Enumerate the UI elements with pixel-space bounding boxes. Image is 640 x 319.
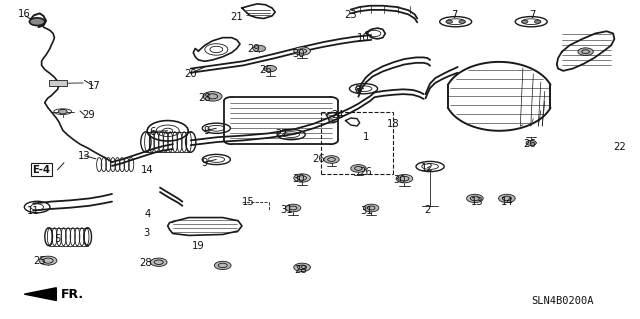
Text: 11: 11	[27, 205, 40, 216]
Circle shape	[534, 20, 541, 23]
Text: 1: 1	[363, 131, 369, 142]
Text: 4: 4	[144, 209, 150, 219]
Circle shape	[522, 20, 528, 23]
Text: 9: 9	[204, 126, 210, 136]
Circle shape	[467, 194, 483, 203]
Text: 30: 30	[292, 48, 305, 59]
Circle shape	[58, 109, 67, 114]
Circle shape	[446, 20, 452, 23]
Text: 5: 5	[54, 234, 61, 244]
Circle shape	[39, 256, 57, 265]
Circle shape	[294, 47, 310, 55]
Text: 28: 28	[140, 258, 152, 268]
Text: 31: 31	[360, 205, 372, 216]
Polygon shape	[24, 288, 56, 300]
Text: 3: 3	[143, 228, 149, 238]
Circle shape	[203, 92, 222, 101]
Text: 28: 28	[198, 93, 211, 103]
Text: 25: 25	[33, 256, 46, 266]
Text: FR.: FR.	[61, 288, 84, 300]
Text: 17: 17	[88, 81, 101, 91]
Text: 29: 29	[248, 44, 260, 55]
Text: 27: 27	[275, 129, 288, 139]
Circle shape	[29, 18, 45, 26]
Text: SLN4B0200A: SLN4B0200A	[531, 296, 594, 307]
Circle shape	[351, 165, 366, 172]
Text: 26: 26	[524, 139, 536, 149]
Text: 12: 12	[421, 163, 434, 174]
Circle shape	[150, 258, 167, 266]
Text: 19: 19	[192, 241, 205, 251]
Text: 18: 18	[387, 119, 400, 130]
Text: 14: 14	[500, 197, 513, 207]
Circle shape	[253, 45, 266, 52]
Text: 26: 26	[360, 167, 372, 177]
Text: 15: 15	[242, 197, 255, 207]
Circle shape	[264, 65, 276, 72]
Text: E-4: E-4	[33, 165, 51, 175]
Text: 16: 16	[18, 9, 31, 19]
Text: 30: 30	[292, 174, 305, 184]
FancyBboxPatch shape	[49, 80, 67, 86]
Circle shape	[499, 194, 515, 203]
Text: 29: 29	[82, 110, 95, 121]
Circle shape	[364, 204, 379, 212]
Circle shape	[294, 174, 310, 182]
Text: 28: 28	[294, 264, 307, 275]
Text: 31: 31	[280, 205, 293, 215]
Circle shape	[396, 174, 413, 183]
Text: 7: 7	[529, 10, 536, 20]
Circle shape	[578, 48, 593, 56]
Circle shape	[285, 204, 301, 212]
Text: 10: 10	[356, 33, 369, 43]
Text: 22: 22	[613, 142, 626, 152]
Circle shape	[294, 263, 310, 271]
Text: 6: 6	[149, 127, 156, 137]
Text: 24: 24	[332, 110, 344, 121]
Circle shape	[459, 20, 465, 23]
Text: 9: 9	[202, 158, 208, 168]
Text: 21: 21	[230, 11, 243, 22]
Circle shape	[214, 261, 231, 270]
Text: 26: 26	[259, 65, 272, 75]
Circle shape	[526, 140, 536, 145]
Text: 23: 23	[344, 10, 357, 20]
Circle shape	[324, 156, 339, 163]
Text: 30: 30	[394, 175, 406, 185]
Text: 26: 26	[312, 154, 325, 165]
Text: 8: 8	[354, 85, 360, 95]
Text: 7: 7	[451, 10, 458, 20]
Text: 2: 2	[424, 205, 431, 215]
Text: 14: 14	[141, 165, 154, 175]
Text: 13: 13	[78, 151, 91, 161]
Text: 13: 13	[470, 197, 483, 207]
Text: 20: 20	[184, 69, 197, 79]
